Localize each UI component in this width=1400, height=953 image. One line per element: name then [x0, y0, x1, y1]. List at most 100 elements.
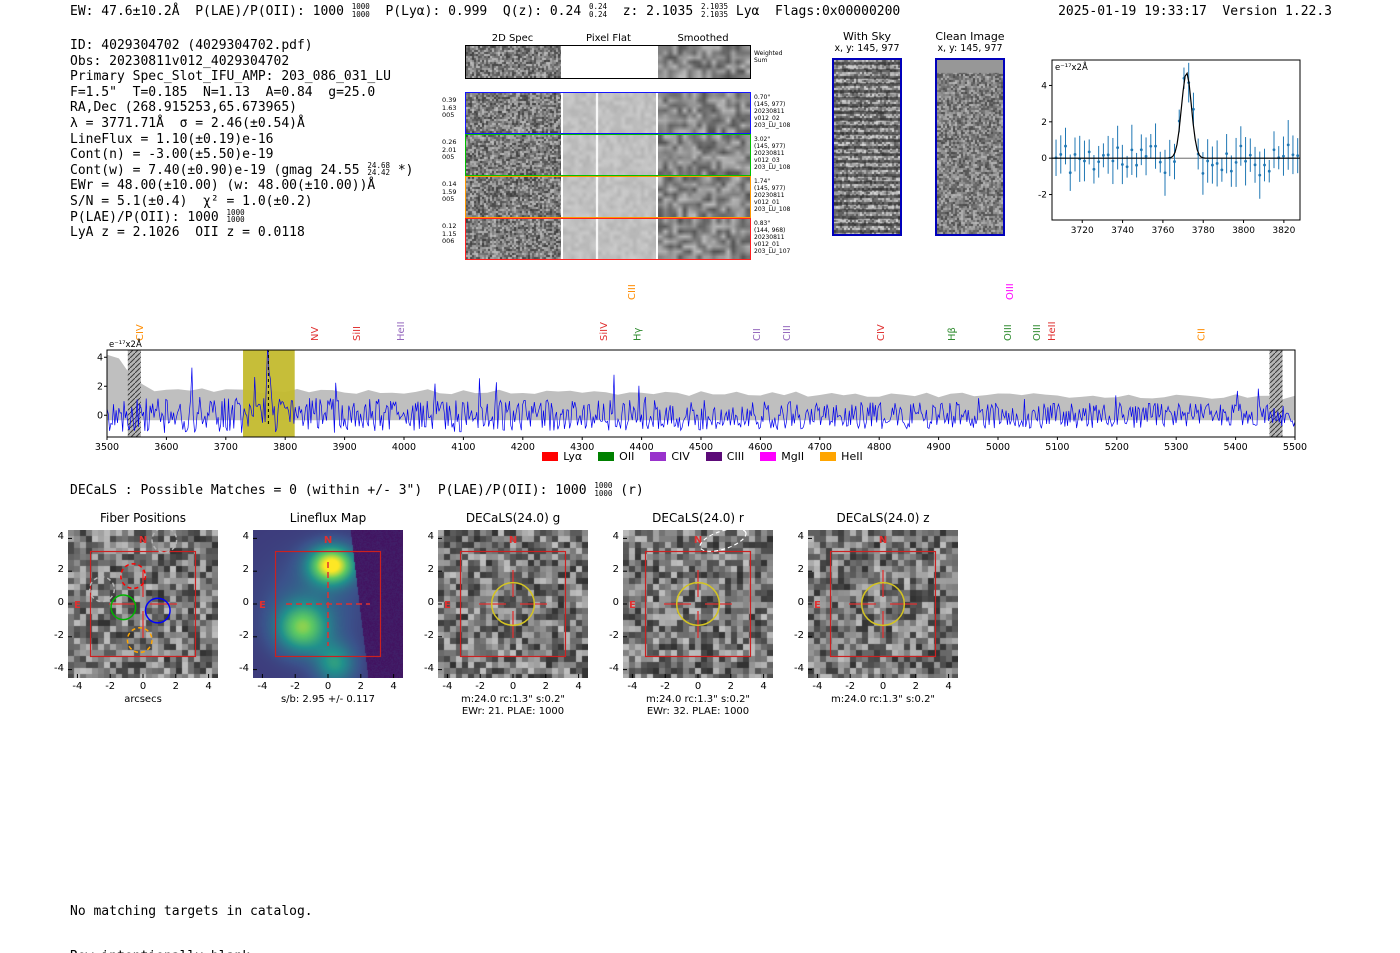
meta-line: 1.74" — [754, 178, 771, 185]
legend-label: HeII — [841, 450, 863, 463]
data-point — [1106, 153, 1110, 157]
pixelflat-cutout-image — [563, 93, 656, 133]
axis-tick-label: 0 — [509, 681, 517, 692]
legend-label: OII — [619, 450, 635, 463]
panel-image — [68, 530, 218, 678]
stacked-fraction: 0.24 0.24 — [588, 2, 608, 19]
panel-title: DECaLS(24.0) r — [652, 511, 744, 525]
axis-label: arcsecs — [124, 694, 162, 705]
col-title-pixel-flat: Pixel Flat — [586, 33, 631, 44]
x-tick-label: 3700 — [214, 442, 238, 453]
x-tick-label: 4700 — [808, 442, 832, 453]
data-point — [1229, 169, 1233, 173]
x-tick-label: 4500 — [689, 442, 713, 453]
fiber-circle — [120, 563, 147, 590]
y-tick-label: 0 — [97, 410, 103, 421]
axis-tick-label: -2 — [105, 681, 116, 692]
info-line: S/N = 5.1(±0.4) χ² = 1.0(±0.2) — [70, 194, 413, 210]
text-segment: RA,Dec (268.915253,65.673965) — [70, 100, 297, 116]
spectral-line-label: SiII — [352, 326, 363, 341]
axis-tick-label: 2 — [57, 564, 64, 576]
data-point — [1291, 153, 1295, 157]
data-point — [1158, 160, 1162, 164]
text-segment: LineFlux = 1.10(±0.19)e-16 — [70, 131, 274, 147]
axis-tick-label: -4 — [627, 681, 638, 692]
spectral-line-labels: CIV NV SiII HeII SiIV CIII Hγ CII CIII CIV Hβ OIII O… — [135, 283, 1207, 341]
spectral-line-label: HeII — [1047, 321, 1058, 341]
spectrum-trace — [107, 350, 1295, 433]
x-tick-label: 5300 — [1164, 442, 1188, 453]
fiber-circle — [126, 627, 153, 654]
plot-frame — [1051, 59, 1301, 221]
panel-overlay: NE — [253, 535, 395, 678]
spec2d-cutout-image — [466, 219, 561, 259]
stat-line: 005 — [442, 195, 455, 203]
data-point — [1139, 148, 1143, 152]
data-point — [1225, 152, 1229, 156]
meta-line: 203_LU_108 — [754, 122, 791, 129]
axis-tick-label: 2 — [727, 681, 734, 692]
text-segment: (r) — [612, 483, 644, 498]
legend-item: HeII — [820, 450, 863, 463]
data-point — [1135, 163, 1138, 167]
panel-sub-label: EWr: 21. PLAE: 1000 — [461, 706, 565, 717]
info-line: P(LAE)/P(OII): 1000 1000 1000 — [70, 209, 413, 226]
smoothed-cutout-image — [658, 93, 750, 133]
data-point — [1092, 167, 1096, 171]
data-point — [1215, 162, 1219, 165]
panel-sub-label: m:24.0 rc:1.3" s:0.2" — [830, 694, 936, 705]
axis-tick-label: -2 — [845, 681, 856, 692]
legend-label: CIII — [726, 450, 745, 463]
y-tick-label: 4 — [1041, 81, 1047, 91]
axis-tick-label: -4 — [72, 681, 83, 692]
compass-north: N — [694, 535, 702, 546]
data-point — [1102, 153, 1105, 157]
cutout-row-meta: 3.02" (145, 977) 20230811 v012_03 203_LU_108 — [754, 136, 804, 171]
data-point — [1083, 159, 1086, 163]
axis-tick-label: -4 — [812, 681, 823, 692]
axis-tick-label: -2 — [239, 629, 249, 641]
spectral-line-label: Hβ — [947, 327, 958, 341]
axis-tick-label: 4 — [945, 681, 952, 692]
axis-tick-label: 4 — [427, 531, 434, 543]
axis-tick-label: 2 — [612, 564, 619, 576]
panel-image — [438, 530, 588, 678]
panel-title: DECaLS(24.0) g — [465, 511, 561, 525]
axis-tick-label: 2 — [172, 681, 179, 692]
cutout-panel-lineflux-map: Lineflux Map N E 4 2 0 -2 -4 -4 -2 0 2 4 s/b: 2.95 +/… — [239, 511, 403, 705]
panel-overlay: NE — [438, 535, 580, 678]
data-point — [1206, 159, 1210, 163]
meta-line: 20230811 — [754, 108, 785, 115]
axis-tick-label: -4 — [424, 662, 434, 674]
meta-line: v012_03 — [754, 157, 780, 164]
meta-line: (145, 977) — [754, 101, 786, 108]
panel-overlay: NE — [623, 530, 765, 678]
pixelflat-cutout-image — [563, 177, 656, 217]
legend-label: MgII — [781, 450, 805, 463]
spectral-line-label: OIII — [1003, 324, 1014, 341]
extent-box — [644, 550, 752, 658]
x-tick-label: 4300 — [570, 442, 594, 453]
y-tick-label: 2 — [97, 381, 103, 392]
spec2d-cutout-image — [466, 177, 561, 217]
x-tick-label: 3760 — [1151, 226, 1174, 236]
info-line: Cont(w) = 7.40(±0.90)e-19 (gmag 24.55 24… — [70, 162, 414, 179]
smoothed-cutout-image — [658, 177, 750, 217]
axis-tick-label: 2 — [427, 564, 434, 576]
compass-east: E — [444, 600, 451, 611]
text-segment: P(Lyα): 0.999 Q(z): 0.24 — [369, 4, 589, 19]
info-line: LineFlux = 1.10(±0.19)e-16 — [70, 132, 413, 148]
x-tick-label: 4000 — [392, 442, 416, 453]
spectral-line-label: CIII — [782, 325, 793, 341]
legend-item: CIV — [650, 450, 690, 463]
compass-north: N — [509, 535, 517, 546]
text-segment: *) — [390, 162, 414, 178]
data-point — [1296, 154, 1300, 158]
x-tick-label: 4100 — [451, 442, 475, 453]
meta-line: (145, 977) — [754, 185, 786, 192]
stat-line: 005 — [442, 111, 455, 119]
x-tick-label: 3800 — [273, 442, 297, 453]
legend-swatch — [650, 452, 667, 461]
spectral-line-label: CIII — [627, 284, 638, 300]
axis-tick-label: -4 — [442, 681, 453, 692]
